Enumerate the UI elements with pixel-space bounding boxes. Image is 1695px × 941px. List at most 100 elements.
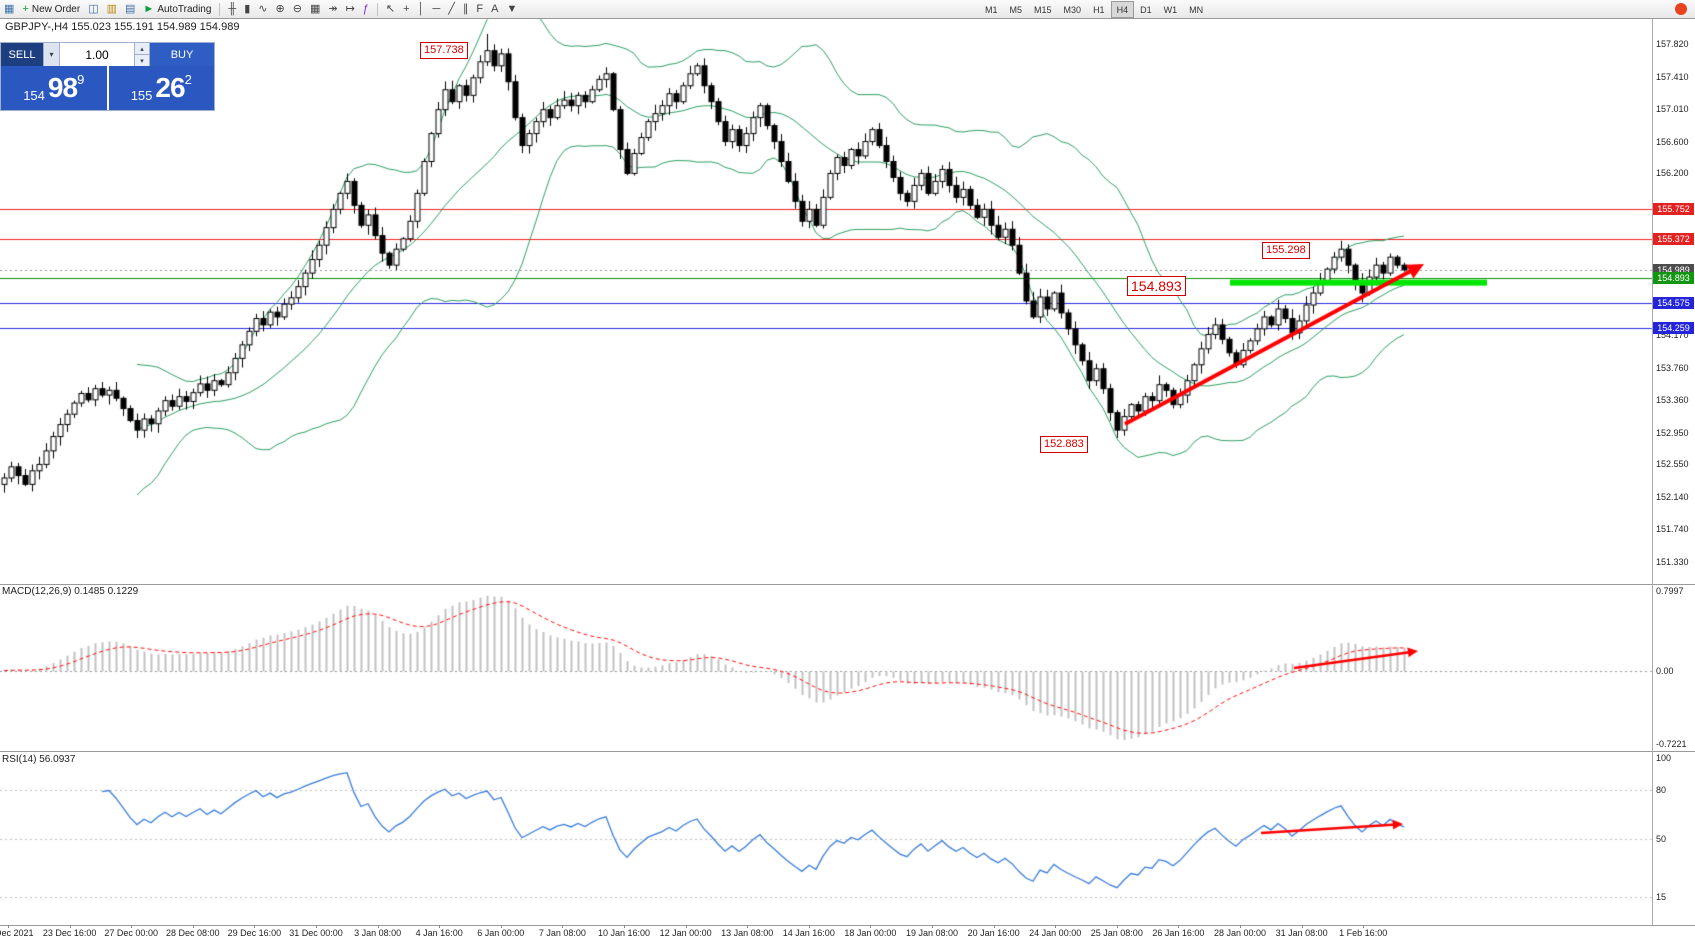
time-label: 29 Dec 16:00 [227,928,282,938]
trendline-icon: ╱ [448,2,455,15]
volume-down-icon[interactable]: ▾ [135,55,149,66]
panel-separator-rsi[interactable] [0,751,1695,752]
time-tick [747,925,749,928]
price-tick-label: 156.600 [1656,136,1689,147]
price-annotation[interactable]: 152.883 [1040,436,1088,453]
time-tick [192,925,194,928]
channel-icon: ∥ [462,2,469,15]
fibonacci-icon: F [476,2,484,15]
price-annotation[interactable]: 155.298 [1262,242,1310,259]
new-order-button-icon: + [22,2,29,15]
zoom-out-icon[interactable]: ⊖ [289,1,306,17]
time-label: 6 Jan 00:00 [477,928,525,938]
timeframe-toolbar: M1 M5 M15 M30 H1 H4 D1 W1 MN [979,1,1209,18]
time-tick [8,925,9,928]
new-order-button[interactable]: + New Order [18,1,84,17]
time-tick [932,925,933,928]
time-tick [1240,925,1241,928]
time-axis-separator [0,925,1695,926]
timeframe-d1[interactable]: D1 [1140,4,1152,15]
price-marker-label: 155.752 [1653,203,1694,216]
tile-windows-icon[interactable]: ▦ [306,1,324,17]
community-icon[interactable] [1675,3,1687,15]
price-marker-label: 154.259 [1653,322,1694,335]
price-annotation[interactable]: 154.893 [1127,276,1186,296]
time-label: 20 Jan 16:00 [967,928,1020,938]
buy-price[interactable]: 155 26 2 [108,66,214,110]
trendline-icon[interactable]: ╱ [444,1,459,17]
sell-button[interactable]: SELL [1,43,43,66]
time-label: 28 Dec 08:00 [166,928,220,938]
price-tick-label: 154.170 [1656,330,1689,341]
auto-scroll-icon[interactable]: ↠ [324,1,341,17]
crosshair-icon[interactable]: + [399,1,413,17]
time-tick [685,925,687,928]
timeframe-m5[interactable]: M5 [1009,4,1023,15]
cursor-icon[interactable]: ↖ [382,1,399,17]
time-label: 23 Dec 16:00 [42,928,97,938]
sell-price[interactable]: 154 98 9 [1,66,107,110]
timeframe-h4[interactable]: H4 [1110,1,1135,18]
sell-price-pips: 98 [47,72,78,103]
price-annotation[interactable]: 157.738 [420,42,468,59]
macd-axis-label: -0.7221 [1656,739,1687,750]
price-tick-label: 152.950 [1656,427,1689,438]
bar-chart-icon: ╫ [228,2,237,15]
timeframe-m15[interactable]: M15 [1034,4,1052,15]
fibonacci-icon[interactable]: F [472,1,487,17]
buy-button[interactable]: BUY [150,43,214,66]
chart-shift-icon[interactable]: ↦ [342,1,359,17]
time-label: 10 Jan 16:00 [597,928,651,938]
time-tick [808,925,810,928]
arrows-icon[interactable]: ▼ [502,1,521,17]
time-tick [1363,925,1365,928]
data-window-icon[interactable]: ▥ [103,1,121,17]
toolbar-separator [219,2,221,16]
indicators-icon: ƒ [362,2,369,15]
vertical-line-icon[interactable]: │ [414,1,429,17]
trade-panel-controls: SELL ▾ ▴ ▾ BUY [1,43,214,66]
volume-stepper: ▴ ▾ [135,43,150,66]
timeframe-mn[interactable]: MN [1189,4,1204,15]
rsi-axis-label: 50 [1656,834,1667,845]
time-label: 1 Feb 16:00 [1339,928,1388,938]
zoom-in-icon[interactable]: ⊕ [272,1,289,17]
indicators-icon[interactable]: ƒ [359,1,373,17]
buy-price-whole: 155 [130,88,153,103]
time-label: 13 Jan 08:00 [721,928,774,938]
terminal-icon[interactable]: ▤ [121,1,139,17]
new-chart-icon[interactable]: ▦ [0,1,18,17]
time-tick [1178,925,1180,928]
volume-dropdown-icon[interactable]: ▾ [43,43,60,66]
price-tick-label: 152.550 [1656,459,1689,470]
price-marker-label: 154.575 [1653,296,1694,309]
one-click-trading-panel: SELL ▾ ▴ ▾ BUY 154 98 9 155 26 2 [0,42,215,111]
volume-input[interactable] [60,43,135,66]
timeframe-m30[interactable]: M30 [1063,4,1082,15]
candlestick-chart-icon: ▮ [244,2,251,15]
terminal-icon: ▤ [125,2,136,15]
time-tick [131,925,133,928]
macd-axis-label: 0.00 [1656,665,1674,676]
line-chart-icon[interactable]: ∿ [254,1,271,17]
macd-indicator-title: MACD(12,26,9) 0.1485 0.1229 [2,586,139,597]
channel-icon[interactable]: ∥ [459,1,473,17]
time-label: 4 Jan 16:00 [415,928,463,938]
bar-chart-icon[interactable]: ╫ [224,1,240,17]
time-tick [624,925,625,928]
time-tick [439,925,441,928]
autotrading-button[interactable]: ► AutoTrading [139,1,215,17]
market-watch-icon[interactable]: ◫ [84,1,102,17]
time-label: 18 Jan 00:00 [844,928,897,938]
time-tick [254,925,256,928]
candlestick-chart-icon[interactable]: ▮ [240,1,254,17]
timeframe-w1[interactable]: W1 [1163,4,1178,15]
horizontal-line-icon[interactable]: ─ [428,1,444,17]
panel-separator-macd[interactable] [0,584,1695,585]
timeframe-m1[interactable]: M1 [985,4,998,15]
text-icon[interactable]: A [487,1,502,17]
market-watch-icon: ◫ [88,2,99,15]
volume-up-icon[interactable]: ▴ [135,43,149,55]
timeframe-h1[interactable]: H1 [1093,4,1105,15]
